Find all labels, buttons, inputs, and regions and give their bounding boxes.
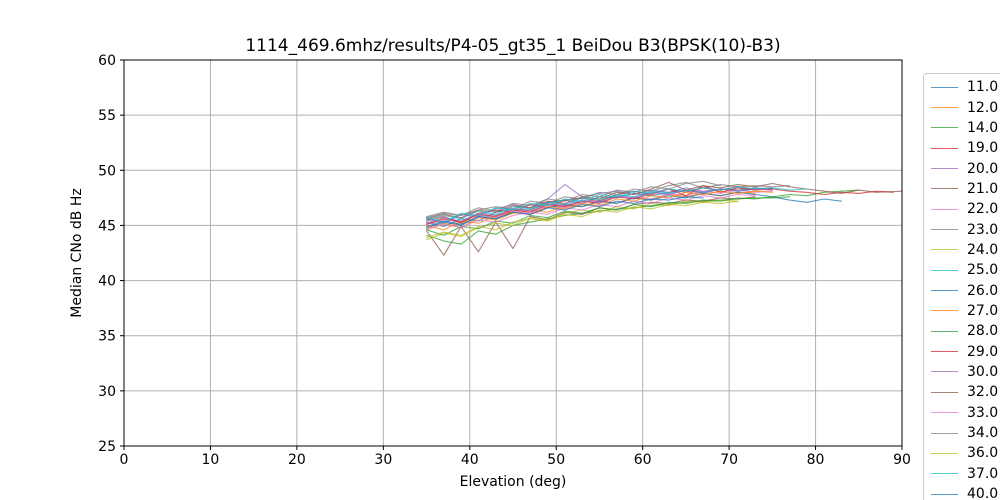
legend-item-23.0: 23.0 <box>924 219 1000 239</box>
x-tick-label: 70 <box>720 452 738 468</box>
tick-layer: 0 10 20 30 40 50 60 70 80 90 25 30 35 40 45 50 55 60 <box>98 53 911 468</box>
legend-line-swatch <box>931 147 958 149</box>
chart-title: 1114_469.6mhz/results/P4-05_gt35_1 BeiDo… <box>245 36 780 56</box>
series-line-34.0 <box>426 180 722 218</box>
legend-label: 19.0 <box>967 140 999 157</box>
legend-item-34.0: 34.0 <box>924 423 1000 443</box>
legend-label: 30.0 <box>967 363 999 380</box>
legend-line-swatch <box>931 86 958 88</box>
legend-label: 11.0 <box>967 79 999 96</box>
legend-label: 36.0 <box>967 445 999 462</box>
legend-label: 33.0 <box>967 404 999 421</box>
y-tick-label: 35 <box>98 329 116 345</box>
series-line-30.0 <box>426 188 773 224</box>
y-tick-label: 25 <box>98 439 116 455</box>
series-line-36.0 <box>426 200 739 239</box>
legend-item-20.0: 20.0 <box>924 158 1000 178</box>
legend-item-22.0: 22.0 <box>924 199 1000 219</box>
legend-item-30.0: 30.0 <box>924 362 1000 382</box>
legend-label: 12.0 <box>967 99 999 116</box>
x-tick-label: 10 <box>202 452 220 468</box>
legend-line-swatch <box>931 432 958 434</box>
legend-item-29.0: 29.0 <box>924 341 1000 361</box>
legend-line-swatch <box>931 168 958 170</box>
legend-label: 22.0 <box>967 201 999 218</box>
legend-label: 32.0 <box>967 384 999 401</box>
legend-label: 25.0 <box>967 262 999 279</box>
legend-label: 26.0 <box>967 282 999 299</box>
y-tick-label: 60 <box>98 53 116 69</box>
series-layer <box>426 180 903 256</box>
legend-item-12.0: 12.0 <box>924 97 1000 117</box>
series-line-33.0 <box>426 193 756 230</box>
legend-line-swatch <box>931 208 958 210</box>
legend-line-swatch <box>931 371 958 373</box>
legend-line-swatch <box>931 269 958 271</box>
legend-item-27.0: 27.0 <box>924 301 1000 321</box>
legend-label: 28.0 <box>967 323 999 340</box>
x-tick-label: 40 <box>461 452 479 468</box>
y-axis-label: Median CNo dB Hz <box>69 188 85 317</box>
legend-label: 29.0 <box>967 343 999 360</box>
series-line-37.0 <box>426 186 808 223</box>
legend-label: 40.0 <box>967 486 999 500</box>
plot-border <box>123 59 903 447</box>
legend-item-11.0: 11.0 <box>924 77 1000 97</box>
legend-line-swatch <box>931 290 958 292</box>
legend-item-19.0: 19.0 <box>924 138 1000 158</box>
legend-line-swatch <box>931 473 958 475</box>
legend-line-swatch <box>931 127 958 129</box>
legend-label: 20.0 <box>967 160 999 177</box>
legend-line-swatch <box>931 412 958 414</box>
legend-item-14.0: 14.0 <box>924 118 1000 138</box>
legend-line-swatch <box>931 493 958 495</box>
x-tick-label: 30 <box>374 452 392 468</box>
legend-item-26.0: 26.0 <box>924 280 1000 300</box>
legend-item-25.0: 25.0 <box>924 260 1000 280</box>
legend-label: 27.0 <box>967 302 999 319</box>
legend-item-36.0: 36.0 <box>924 443 1000 463</box>
legend-line-swatch <box>931 107 958 109</box>
legend-label: 23.0 <box>967 221 999 238</box>
legend-line-swatch <box>931 188 958 190</box>
legend-line-swatch <box>931 452 958 454</box>
legend-item-33.0: 33.0 <box>924 403 1000 423</box>
legend-item-24.0: 24.0 <box>924 240 1000 260</box>
series-line-40.0 <box>426 196 704 228</box>
legend-label: 14.0 <box>967 119 999 136</box>
legend-item-37.0: 37.0 <box>924 464 1000 484</box>
x-tick-label: 90 <box>893 452 911 468</box>
legend-label: 37.0 <box>967 465 999 482</box>
y-tick-label: 30 <box>98 384 116 400</box>
legend-label: 24.0 <box>967 241 999 258</box>
x-tick-label: 50 <box>547 452 565 468</box>
x-axis-label: Elevation (deg) <box>460 474 567 490</box>
legend-label: 21.0 <box>967 180 999 197</box>
legend-line-swatch <box>931 351 958 353</box>
y-tick-label: 50 <box>98 163 116 179</box>
legend-item-40.0: 40.0 <box>924 484 1000 500</box>
legend-line-swatch <box>931 310 958 312</box>
y-tick-label: 45 <box>98 218 116 234</box>
legend-label: 34.0 <box>967 425 999 442</box>
legend-line-swatch <box>931 330 958 332</box>
x-tick-label: 0 <box>120 452 129 468</box>
x-tick-label: 60 <box>634 452 652 468</box>
y-tick-label: 55 <box>98 108 116 124</box>
legend-line-swatch <box>931 249 958 251</box>
legend-line-swatch <box>931 391 958 393</box>
legend-line-swatch <box>931 229 958 231</box>
legend-item-32.0: 32.0 <box>924 382 1000 402</box>
y-tick-label: 40 <box>98 274 116 290</box>
x-tick-label: 80 <box>807 452 825 468</box>
legend-item-21.0: 21.0 <box>924 179 1000 199</box>
legend-item-28.0: 28.0 <box>924 321 1000 341</box>
grid-layer <box>123 59 903 447</box>
x-tick-label: 20 <box>288 452 306 468</box>
legend: 11.0 12.0 14.0 19.0 20.0 21.0 22.0 23.0 24.0 25.0… <box>923 73 1000 500</box>
